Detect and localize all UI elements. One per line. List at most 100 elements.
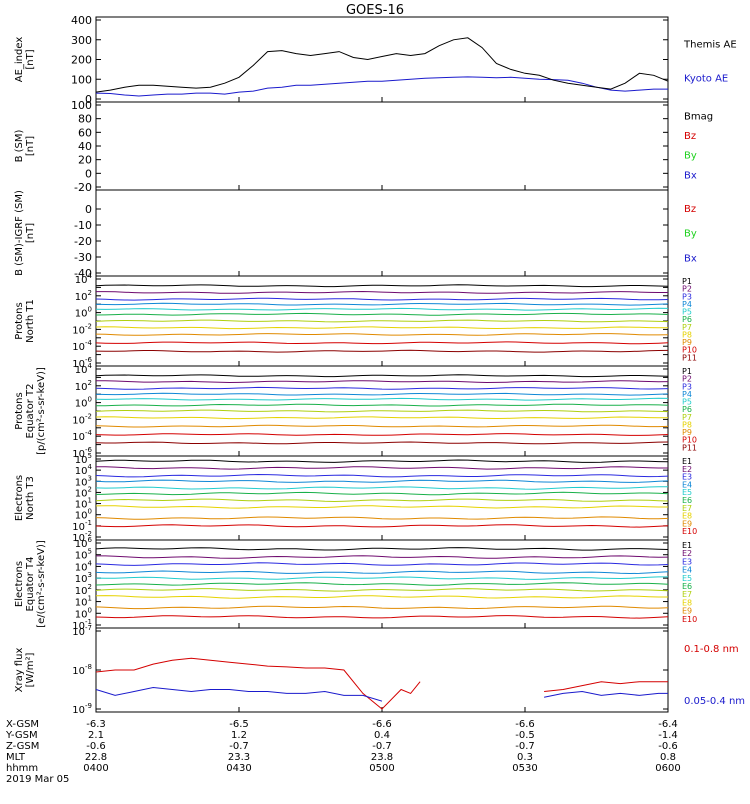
ephemeris-value: -0.6 [658, 741, 678, 752]
legend-bx: Bx [684, 253, 697, 264]
series-p5 [95, 397, 669, 401]
ephemeris-row-label: X-GSM [6, 719, 39, 730]
legend-0-05-0-4-nm: 0.05-0.4 nm [684, 696, 745, 707]
y-axis-label-electrons_equator_t4: Electrons [14, 561, 25, 607]
series-p7 [95, 319, 669, 323]
legend-e10: E10 [682, 527, 697, 536]
ephemeris-value: -0.6 [86, 741, 106, 752]
series-p9 [95, 333, 669, 336]
y-axis-label-protons_north_t1: North T1 [25, 299, 36, 343]
y-tick-label: -30 [74, 251, 92, 264]
ephemeris-value: 23.8 [371, 752, 393, 763]
legend-e7: E7 [682, 504, 692, 513]
legend-p5: P5 [682, 308, 692, 317]
legend-p10: P10 [682, 436, 697, 445]
y-tick-label: 100 [75, 396, 92, 410]
y-tick-label: 20 [78, 154, 92, 167]
legend-e9: E9 [682, 519, 692, 528]
legend-e1: E1 [682, 457, 692, 466]
ephemeris-value: 23.3 [228, 752, 250, 763]
ephemeris-value: -0.7 [515, 741, 535, 752]
series-p2 [96, 290, 668, 294]
y-tick-label: 10-7 [72, 624, 92, 638]
y-tick-label: 10-4 [72, 429, 92, 443]
legend-p3: P3 [682, 382, 692, 391]
y-axis-label-electrons_equator_t4: [e/(cm²-s-sr-keV)] [36, 540, 47, 628]
y-tick-label: 100 [75, 306, 92, 320]
y-tick-label: 300 [71, 34, 92, 47]
y-tick-label: 104 [75, 272, 93, 286]
series-p11 [95, 349, 669, 353]
y-tick-label: 0 [85, 93, 92, 106]
series-p9 [95, 424, 669, 428]
y-axis-label-b_minus_igrf: B (SM)-IGRF (SM) [14, 190, 25, 276]
y-tick-label: 80 [78, 113, 92, 126]
y-tick-label: -20 [74, 235, 92, 248]
legend-e3: E3 [682, 473, 692, 482]
y-axis-label-protons_equator_t2: Protons [14, 392, 25, 429]
y-axis-label-ae: AE_index [14, 37, 25, 83]
y-axis-label-protons_equator_t2: [p/(cm²-s-sr-keV)] [36, 367, 47, 455]
legend-p6: P6 [682, 405, 692, 414]
legend-e9: E9 [682, 607, 692, 616]
legend-p4: P4 [682, 390, 692, 399]
series-e4 [95, 570, 669, 575]
ephemeris-row-label: Z-GSM [6, 741, 39, 752]
ephemeris-value: 1.2 [231, 730, 247, 741]
series-p6 [95, 403, 669, 407]
legend-e6: E6 [682, 582, 692, 591]
series-p3 [95, 386, 669, 390]
ephemeris-value: -0.5 [515, 730, 535, 741]
date-label: 2019 Mar 05 [6, 774, 69, 785]
y-tick-label: 400 [71, 14, 92, 27]
y-tick-label: 10-2 [72, 412, 92, 426]
series-e2 [96, 466, 668, 470]
legend-e5: E5 [682, 574, 692, 583]
legend-p3: P3 [682, 292, 692, 301]
y-axis-label-electrons_north_t3: Electrons [14, 475, 25, 521]
legend-p7: P7 [682, 323, 692, 332]
ephemeris-value: 0.4 [374, 730, 390, 741]
legend-e1: E1 [682, 541, 692, 550]
y-tick-label: 100 [71, 99, 92, 112]
series-p4 [95, 392, 669, 396]
y-tick-label: 102 [75, 289, 92, 303]
series-e6 [95, 582, 669, 586]
y-axis-label-ae: [nT] [25, 49, 36, 69]
ephemeris-row-label: hhmm [6, 763, 38, 774]
legend-e3: E3 [682, 557, 692, 566]
series-e9 [95, 605, 669, 610]
legend-e4: E4 [682, 480, 692, 489]
ephemeris-value: 0.3 [517, 752, 533, 763]
y-axis-label-xray: [W/m²] [25, 652, 36, 687]
legend-bz: Bz [684, 204, 696, 215]
series-e9 [95, 516, 669, 520]
series-p8 [95, 416, 668, 420]
ephemeris-value: -0.7 [229, 741, 249, 752]
series-e3 [95, 562, 669, 566]
series-themis-ae [95, 37, 669, 93]
y-tick-label: 102 [75, 379, 92, 393]
y-tick-label: 0 [85, 167, 92, 180]
legend-e5: E5 [682, 488, 692, 497]
ephemeris-value: -6.6 [372, 719, 392, 730]
series-p8 [95, 326, 668, 330]
legend-e7: E7 [682, 590, 692, 599]
legend-0-1-0-8-nm: 0.1-0.8 nm [684, 644, 739, 655]
legend-p4: P4 [682, 300, 692, 309]
legend-kyoto-ae: Kyoto AE [684, 74, 728, 85]
ephemeris-row-label: Y-GSM [5, 730, 38, 741]
panel-frame-b_minus_igrf [95, 189, 669, 277]
legend-p1: P1 [682, 277, 692, 286]
y-tick-label: -20 [74, 181, 92, 194]
y-axis-label-b_sm: [nT] [25, 136, 36, 156]
legend-p6: P6 [682, 315, 692, 324]
legend-p5: P5 [682, 398, 692, 407]
legend-p9: P9 [682, 428, 692, 437]
series-e8 [95, 595, 668, 599]
ephemeris-value: -6.6 [515, 719, 535, 730]
legend-p8: P8 [682, 330, 692, 339]
legend-p10: P10 [682, 346, 697, 355]
